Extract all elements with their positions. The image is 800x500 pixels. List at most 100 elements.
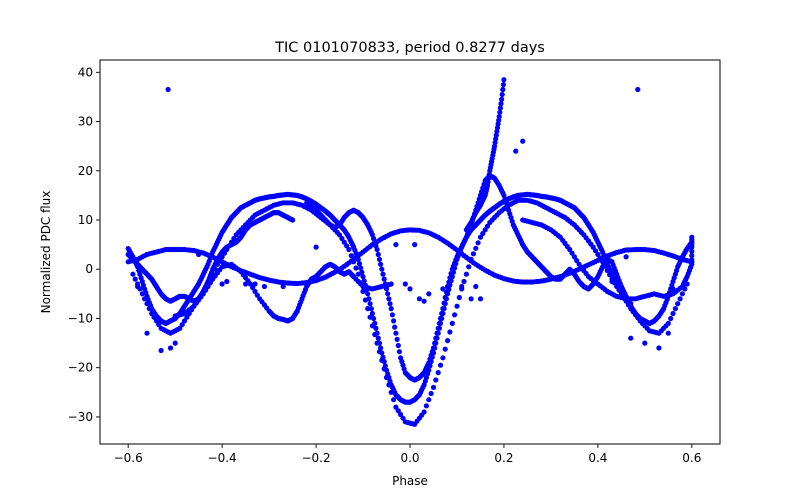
data-point bbox=[149, 310, 155, 317]
y-tick-label: 20 bbox=[78, 164, 93, 178]
data-point bbox=[250, 285, 256, 291]
data-point bbox=[456, 294, 462, 301]
data-point bbox=[365, 306, 371, 312]
data-point bbox=[430, 384, 437, 390]
data-point bbox=[432, 340, 438, 346]
x-tick-label: 0.4 bbox=[588, 451, 607, 465]
data-point bbox=[496, 114, 502, 120]
data-point bbox=[499, 91, 505, 98]
data-point bbox=[442, 346, 448, 352]
x-axis-ticks: −0.6 −0.4 −0.2 0.0 0.2 0.4 0.6 bbox=[114, 444, 701, 465]
data-point bbox=[499, 96, 505, 102]
data-point bbox=[412, 242, 418, 248]
data-point bbox=[665, 320, 671, 326]
y-tick-label: 40 bbox=[78, 65, 93, 79]
x-tick-label: −0.4 bbox=[208, 451, 237, 465]
data-point bbox=[428, 390, 434, 397]
data-point bbox=[165, 86, 171, 93]
data-point bbox=[498, 101, 504, 107]
chart-title: TIC 0101070833, period 0.8277 days bbox=[274, 40, 545, 56]
data-point bbox=[243, 281, 249, 287]
data-point bbox=[689, 234, 695, 240]
data-point bbox=[372, 331, 378, 338]
data-point bbox=[358, 265, 364, 271]
data-point bbox=[348, 253, 354, 259]
data-point bbox=[196, 251, 202, 258]
data-points bbox=[125, 77, 695, 427]
data-point bbox=[146, 306, 152, 312]
data-point bbox=[139, 291, 145, 297]
data-point bbox=[475, 240, 481, 246]
data-point bbox=[500, 82, 506, 88]
data-point bbox=[628, 301, 634, 307]
data-point bbox=[346, 246, 352, 253]
data-point bbox=[497, 109, 503, 115]
data-point bbox=[665, 330, 671, 336]
data-point bbox=[689, 248, 695, 254]
data-point bbox=[362, 297, 368, 303]
data-point bbox=[389, 312, 395, 318]
data-point bbox=[443, 289, 449, 295]
data-point bbox=[374, 340, 380, 346]
data-point bbox=[367, 301, 373, 307]
data-point bbox=[440, 306, 446, 312]
data-point bbox=[261, 283, 267, 290]
data-point bbox=[383, 374, 390, 381]
data-point bbox=[433, 335, 439, 341]
data-point bbox=[461, 278, 467, 285]
data-point bbox=[437, 315, 444, 322]
y-axis-label: Normalized PDC flux bbox=[39, 191, 53, 314]
data-point bbox=[142, 296, 148, 302]
data-point bbox=[623, 254, 629, 260]
data-point bbox=[675, 301, 681, 307]
data-point bbox=[689, 261, 695, 267]
data-point bbox=[569, 250, 575, 256]
data-point bbox=[385, 291, 391, 297]
data-point bbox=[219, 281, 225, 287]
data-point bbox=[679, 291, 686, 297]
data-point bbox=[470, 251, 476, 257]
x-tick-label: 0.2 bbox=[494, 451, 513, 465]
data-point bbox=[379, 357, 385, 363]
data-point bbox=[423, 403, 429, 409]
y-tick-label: −10 bbox=[68, 311, 93, 325]
data-point bbox=[604, 267, 610, 274]
data-point bbox=[381, 366, 387, 372]
data-point bbox=[153, 318, 159, 324]
data-point bbox=[135, 283, 141, 290]
x-tick-label: −0.2 bbox=[301, 451, 330, 465]
data-point bbox=[446, 279, 452, 285]
data-point bbox=[388, 389, 394, 395]
data-point bbox=[172, 340, 178, 346]
data-point bbox=[398, 411, 404, 418]
data-point bbox=[375, 335, 381, 341]
data-point bbox=[656, 345, 662, 351]
data-point bbox=[395, 408, 401, 414]
data-point bbox=[473, 283, 479, 290]
data-point bbox=[379, 266, 385, 272]
data-point bbox=[452, 312, 458, 318]
data-point bbox=[435, 370, 441, 376]
data-point bbox=[421, 298, 427, 304]
data-point bbox=[167, 345, 174, 351]
data-point bbox=[313, 244, 319, 250]
data-point bbox=[396, 349, 402, 355]
y-tick-label: 30 bbox=[78, 115, 93, 129]
data-point bbox=[386, 296, 392, 302]
data-point bbox=[441, 300, 447, 306]
data-point bbox=[392, 324, 398, 330]
data-point bbox=[642, 340, 648, 346]
data-point bbox=[369, 323, 375, 329]
data-point bbox=[435, 325, 441, 331]
data-point bbox=[393, 330, 399, 336]
data-point bbox=[437, 362, 444, 368]
data-point bbox=[151, 314, 157, 320]
data-point bbox=[375, 251, 381, 258]
data-point bbox=[416, 296, 422, 302]
data-point bbox=[369, 310, 375, 317]
data-point bbox=[442, 294, 448, 301]
data-point bbox=[497, 105, 503, 111]
data-point bbox=[356, 261, 363, 267]
data-point bbox=[459, 283, 465, 290]
data-point bbox=[144, 301, 150, 307]
